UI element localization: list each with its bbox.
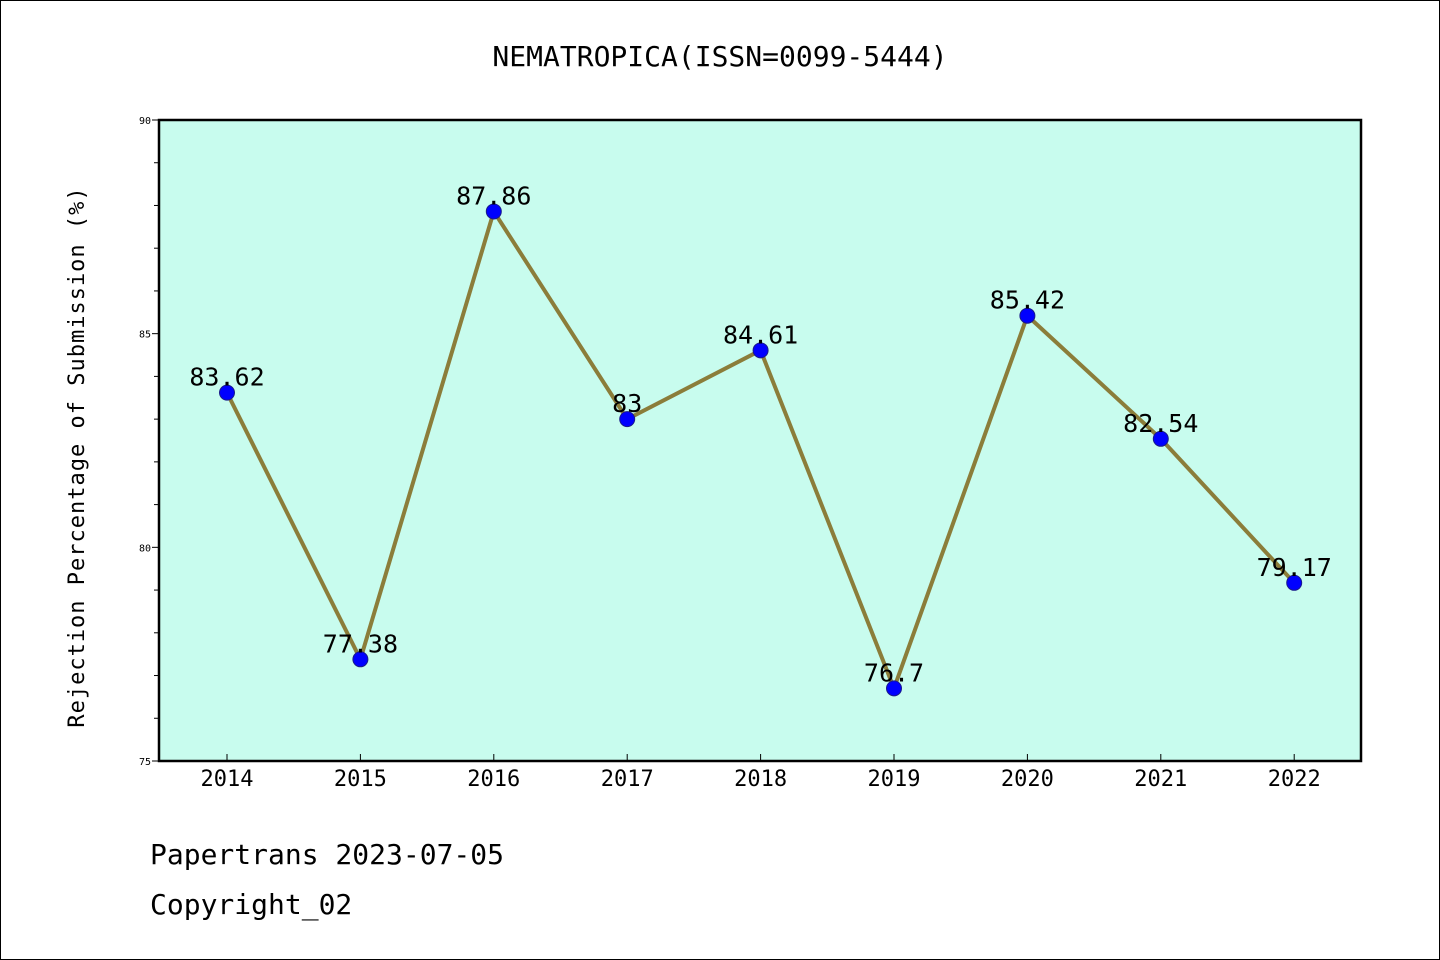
x-tick-label: 2017 bbox=[601, 767, 654, 792]
x-axis: 2014 2015 2016 2017 2018 2019 2020 2021 2022 bbox=[201, 754, 1321, 792]
data-label: 77.38 bbox=[323, 629, 398, 658]
plot-area bbox=[157, 118, 1363, 763]
data-point-marker bbox=[886, 680, 902, 697]
y-tick-label: 90 bbox=[139, 116, 151, 127]
data-point-marker bbox=[485, 203, 502, 220]
data-point-marker bbox=[352, 651, 369, 668]
marker-group bbox=[219, 203, 1303, 697]
data-point-marker bbox=[752, 342, 769, 359]
data-point-marker bbox=[1019, 307, 1036, 324]
data-label: 76.7 bbox=[864, 658, 924, 687]
footer-copyright-text: Copyright_02 bbox=[150, 888, 352, 922]
y-tick-label: 75 bbox=[139, 757, 151, 768]
x-tick-label: 2018 bbox=[734, 767, 787, 792]
footer-date-text: Papertrans 2023-07-05 bbox=[150, 838, 504, 871]
data-label: 82.54 bbox=[1123, 409, 1198, 438]
data-point-marker bbox=[1286, 574, 1303, 591]
data-point-marker bbox=[619, 411, 636, 428]
data-label: 83.62 bbox=[189, 363, 264, 392]
data-label: 83 bbox=[612, 389, 642, 418]
data-label: 87.86 bbox=[456, 181, 531, 210]
y-tick-label: 80 bbox=[139, 543, 151, 554]
data-label: 84.61 bbox=[723, 320, 798, 349]
x-tick-label: 2014 bbox=[201, 767, 254, 792]
x-tick-label: 2015 bbox=[334, 767, 387, 792]
x-tick-label: 2016 bbox=[467, 767, 520, 792]
y-axis: 75 80 85 90 bbox=[139, 116, 159, 768]
data-label-group: 83.62 77.38 87.86 83 84.61 76.7 85.42 82.54 79.1… bbox=[189, 181, 1331, 687]
y-tick-label: 85 bbox=[139, 330, 151, 341]
x-tick-label: 2022 bbox=[1268, 767, 1321, 792]
x-tick-label: 2020 bbox=[1001, 767, 1054, 792]
data-point-marker bbox=[1152, 430, 1169, 447]
x-tick-label: 2021 bbox=[1134, 767, 1187, 792]
y-axis-label: Rejection Percentage of Submission (%) bbox=[65, 186, 90, 727]
chart-title: NEMATROPICA(ISSN=0099-5444) bbox=[492, 40, 947, 73]
x-tick-label: 2019 bbox=[868, 767, 921, 792]
data-label: 85.42 bbox=[990, 286, 1065, 315]
data-label: 79.17 bbox=[1257, 553, 1332, 582]
data-point-marker bbox=[219, 384, 235, 401]
